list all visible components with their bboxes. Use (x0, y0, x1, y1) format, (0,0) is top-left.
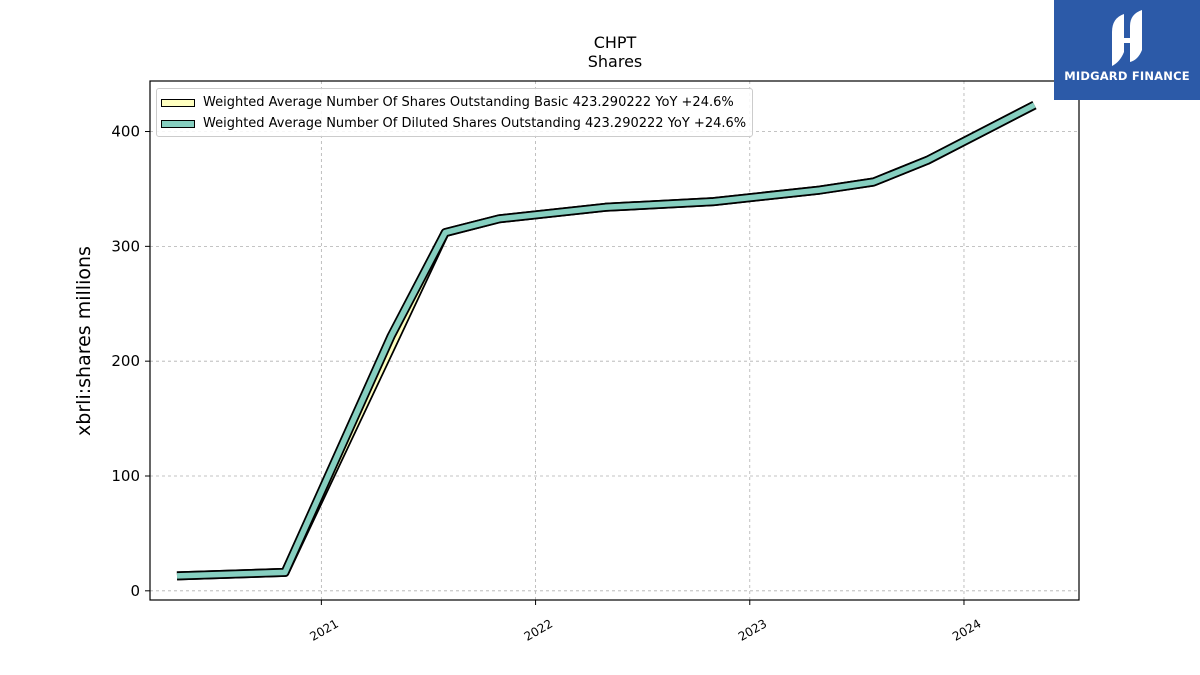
chart-title: CHPT (594, 33, 637, 52)
series-line-1 (176, 102, 1036, 579)
chart-subtitle: Shares (588, 52, 643, 71)
y-tick-label: 100 (111, 467, 140, 485)
legend-swatch-basic (161, 98, 195, 107)
legend-item-diluted: Weighted Average Number Of Diluted Share… (161, 113, 746, 134)
y-axis: 0 100 200 300 400 (111, 123, 150, 600)
legend: Weighted Average Number Of Shares Outsta… (156, 88, 754, 137)
y-axis-label: xbrli:shares millions (73, 246, 95, 436)
series-outline-1 (176, 101, 1037, 581)
x-tick-label: 2024 (950, 616, 983, 643)
brand-logo: MIDGARD FINANCE (1054, 0, 1200, 100)
x-axis: 2021 2022 2023 2024 (307, 600, 983, 644)
x-tick-label: 2023 (736, 616, 769, 643)
brand-name: MIDGARD FINANCE (1064, 69, 1190, 83)
grid (150, 81, 1079, 600)
legend-swatch-diluted (161, 119, 195, 128)
x-tick-label: 2021 (307, 616, 340, 643)
x-tick-label: 2022 (522, 616, 555, 643)
series-group (176, 101, 1037, 581)
series-line-0 (176, 102, 1036, 579)
y-tick-label: 200 (111, 352, 140, 370)
y-tick-label: 400 (111, 123, 140, 141)
plot-frame (149, 80, 1080, 601)
midgard-mark-icon (1112, 10, 1142, 66)
legend-item-basic: Weighted Average Number Of Shares Outsta… (161, 92, 746, 113)
y-tick-label: 0 (130, 582, 140, 600)
series-outline-0 (176, 101, 1037, 581)
y-tick-label: 300 (111, 237, 140, 255)
legend-label-basic: Weighted Average Number Of Shares Outsta… (203, 95, 734, 110)
legend-label-diluted: Weighted Average Number Of Diluted Share… (203, 116, 747, 131)
